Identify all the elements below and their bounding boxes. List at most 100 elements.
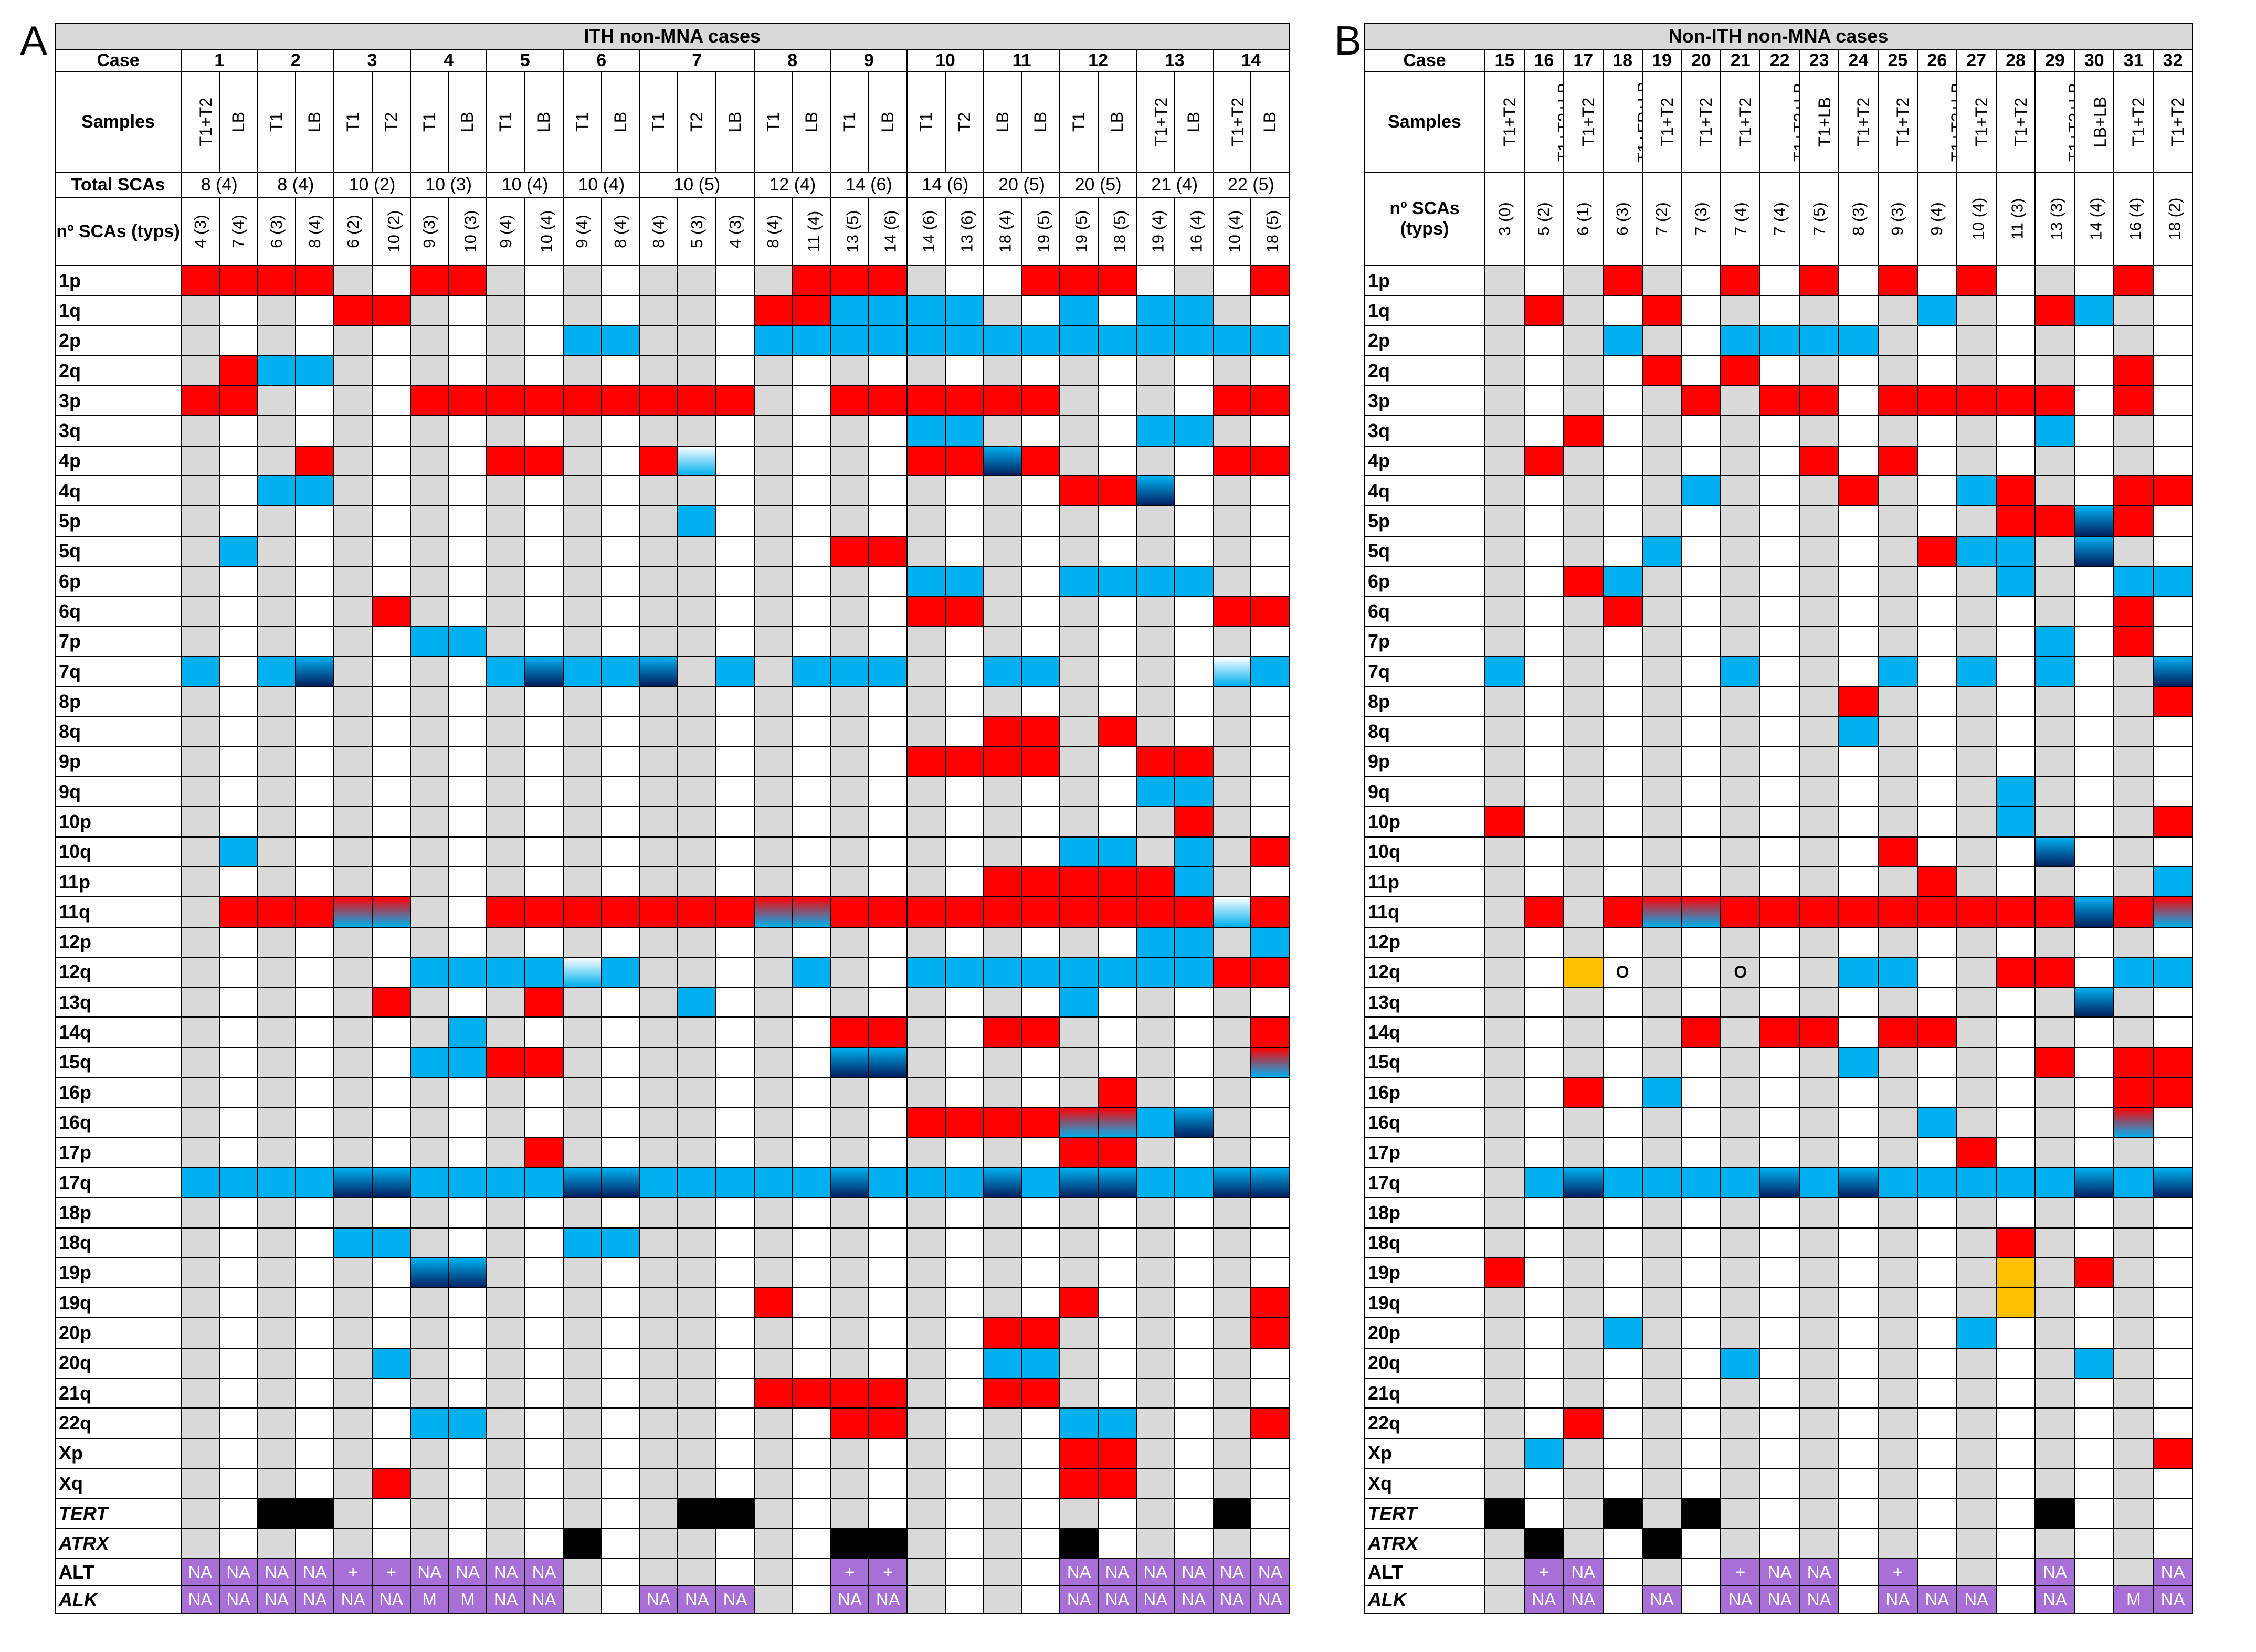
sca-cell (1720, 1197, 1761, 1229)
sca-cell (944, 1437, 984, 1469)
sca-cell (333, 415, 373, 447)
sca-cell (1877, 1287, 1918, 1319)
sca-cell (677, 926, 717, 958)
n-scas-value: 19 (4) (1135, 197, 1175, 266)
sca-cell (1174, 1016, 1214, 1048)
sca-cell (448, 385, 488, 417)
sca-cell (1956, 565, 1997, 597)
sca-cell (2074, 1137, 2115, 1168)
sample-label: T1+T2 (1563, 71, 1604, 173)
sca-cell (371, 1137, 411, 1168)
sca-cell (983, 264, 1022, 296)
n-scas-value: 18 (2) (2153, 172, 2194, 266)
sca-cell (1916, 1077, 1957, 1108)
n-scas-value: 3 (0) (1484, 172, 1525, 266)
case-number: 31 (2113, 49, 2154, 72)
sca-cell (295, 776, 335, 808)
sca-cell (1174, 596, 1214, 627)
sca-cell (906, 596, 946, 627)
sca-cell (218, 1167, 258, 1199)
sca-cell (2153, 1317, 2194, 1349)
sca-cell (677, 1317, 717, 1349)
sca-cell (1250, 1377, 1290, 1409)
sca-cell (983, 1347, 1022, 1379)
sca-cell (2074, 295, 2115, 326)
sca-cell (371, 1377, 411, 1409)
sca-cell (792, 1046, 831, 1078)
sca-cell (677, 325, 717, 356)
sca-cell (333, 1407, 373, 1439)
chromosome-row: 21q (55, 1377, 1290, 1409)
sca-cell (257, 1257, 297, 1289)
sca-cell (257, 475, 297, 507)
case-number: 32 (2153, 49, 2194, 72)
sca-cell (1135, 596, 1175, 627)
sca-cell (295, 626, 335, 657)
sca-cell (1759, 987, 1800, 1018)
chromosome-row: 18p (1364, 1197, 2194, 1229)
sca-cell (830, 475, 870, 507)
sca-cell (1916, 1137, 1957, 1168)
sca-cell (1135, 655, 1175, 687)
sca-cell (1021, 746, 1061, 778)
sca-cell (944, 505, 984, 537)
sca-cell (1799, 806, 1840, 838)
sca-cell (257, 1046, 297, 1078)
sca-cell (257, 987, 297, 1018)
sca-cell (371, 475, 411, 507)
sca-cell (486, 1287, 526, 1319)
sca-cell (1602, 1046, 1643, 1078)
sca-cell (1641, 1467, 1682, 1499)
sca-cell (181, 1317, 220, 1349)
sca-cell (1021, 1137, 1061, 1168)
sca-cell (218, 1287, 258, 1319)
sca-cell (1681, 776, 1722, 808)
sca-cell (1681, 1077, 1722, 1108)
n-scas-value: 10 (4) (524, 197, 564, 266)
sca-cell (600, 1317, 640, 1349)
sca-cell (715, 535, 755, 567)
sca-cell (1720, 866, 1761, 898)
sca-cell (830, 987, 870, 1018)
n-scas-value: 8 (4) (639, 197, 679, 266)
sca-cell (1916, 626, 1957, 657)
sca-cell (1563, 385, 1604, 417)
sca-cell (1681, 1377, 1722, 1409)
sca-cell (1995, 264, 2036, 296)
sca-cell (2153, 264, 2194, 296)
sca-cell (1681, 325, 1722, 356)
sca-cell (1838, 445, 1879, 477)
sca-cell (1799, 295, 1840, 326)
sca-cell (524, 325, 564, 356)
sca-cell (715, 836, 755, 867)
sca-cell (181, 596, 220, 627)
sca-cell (1799, 385, 1840, 417)
sca-cell (715, 1046, 755, 1078)
sca-cell (1759, 385, 1800, 417)
sca-cell (1523, 1046, 1564, 1078)
sca-cell (448, 1377, 488, 1409)
sca-cell (181, 475, 220, 507)
n-scas-value: 4 (3) (181, 197, 220, 266)
sca-cell (983, 415, 1022, 447)
sca-cell (1916, 1407, 1957, 1439)
sca-cell (1681, 475, 1722, 507)
row-label: 7p (1364, 626, 1485, 657)
sca-cell (1563, 1107, 1604, 1138)
sca-cell (1059, 1257, 1099, 1289)
sca-cell (1098, 836, 1137, 867)
alk-status: NA (1877, 1585, 1918, 1614)
row-label: 13q (55, 987, 182, 1018)
sca-cell (677, 1167, 717, 1199)
sca-cell (677, 1227, 717, 1258)
sca-cell (1021, 475, 1061, 507)
sca-cell (2153, 385, 2194, 417)
sca-cell (2034, 626, 2075, 657)
sca-cell (1641, 1167, 1682, 1199)
sca-cell (371, 325, 411, 356)
sample-label: LB (1174, 71, 1214, 173)
row-label: 4p (55, 445, 182, 477)
sca-cell (371, 686, 411, 717)
sca-cell (1681, 505, 1722, 537)
row-label: 8p (1364, 686, 1485, 717)
